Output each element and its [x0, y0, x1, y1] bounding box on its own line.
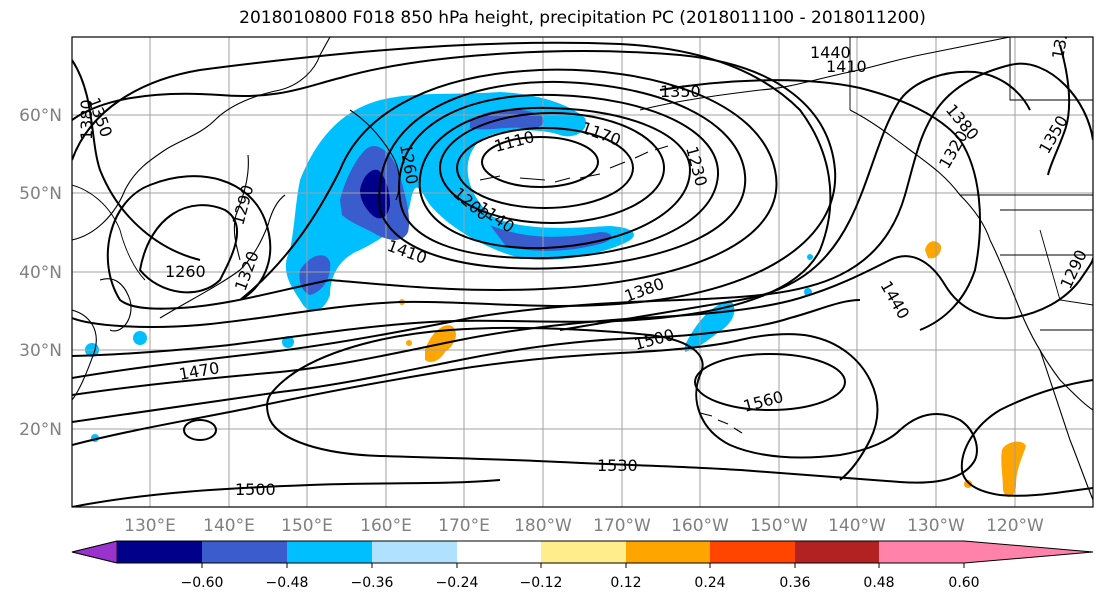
colorbar-segment — [71, 540, 118, 564]
coast-japan — [159, 194, 286, 319]
colorbar-segment — [372, 541, 457, 563]
lon-axis: 130°E 140°E 150°E 160°E 170°E 180°W 170°… — [124, 516, 1044, 536]
contour-1230 — [398, 93, 720, 260]
height-contours — [72, 41, 1093, 507]
precip-spot-3 — [282, 336, 294, 348]
contour-label: 1350 — [660, 82, 701, 101]
contour-1440 — [72, 255, 1093, 396]
lon-label: 160°W — [671, 516, 729, 536]
precip-pos-spot-3 — [964, 480, 972, 488]
coast-alaska — [639, 37, 1011, 111]
colorbar-tick-label: 0.60 — [948, 575, 979, 591]
precip-pos-region-3 — [1001, 441, 1026, 497]
colorbar-segment — [287, 541, 372, 563]
lat-label: 40°N — [19, 263, 62, 283]
contour-small-high — [183, 419, 217, 441]
contour-1320-ne — [1047, 44, 1071, 176]
colorbar-tick-label: −0.12 — [520, 575, 563, 591]
colorbar: −0.60 −0.48 −0.36 −0.24 −0.12 0.12 0.24 … — [71, 540, 1094, 591]
contour-label: 1440 — [810, 43, 851, 62]
contour-1140 — [456, 127, 634, 209]
contour-1470 — [72, 299, 861, 423]
colorbar-segment — [795, 541, 879, 563]
colorbar-ticks — [201, 563, 965, 568]
lon-label: 140°E — [203, 516, 255, 536]
colorbar-segment — [626, 541, 710, 563]
precip-region-dark — [360, 169, 390, 219]
lon-label: 140°W — [828, 516, 886, 536]
colorbar-segment — [457, 541, 541, 563]
colorbar-tick-label: −0.48 — [266, 575, 309, 591]
contour-label: 1380 — [77, 99, 96, 140]
contour-1410 — [72, 62, 1093, 379]
contour-1350 — [72, 41, 832, 357]
lon-label: 130°E — [124, 516, 176, 536]
lon-label: 180°W — [514, 516, 572, 536]
precip-pos-region-2 — [925, 241, 942, 259]
lat-label: 30°N — [19, 341, 62, 361]
colorbar-tick-label: 0.36 — [779, 575, 810, 591]
colorbar-tick-label: −0.24 — [436, 575, 479, 591]
contour-label: 1530 — [597, 456, 638, 475]
precip-pos-spot-2 — [406, 340, 412, 346]
contour-1200 — [418, 106, 692, 250]
contour-1560 — [694, 353, 846, 411]
contour-label: 1320 — [1048, 17, 1074, 60]
lat-axis: 20°N 30°N 40°N 50°N 60°N — [19, 106, 62, 440]
lon-label: 160°E — [360, 516, 412, 536]
contour-1350-north — [659, 79, 981, 331]
coast-east-asia — [72, 37, 331, 241]
contour-1380 — [72, 59, 1031, 331]
colorbar-tick-label: −0.36 — [351, 575, 394, 591]
lon-label: 150°E — [281, 516, 333, 536]
precip-region-east — [685, 300, 735, 352]
lon-label: 170°E — [438, 516, 490, 536]
colorbar-segment — [117, 541, 202, 563]
colorbar-segment — [202, 541, 287, 563]
coast-bc — [849, 109, 991, 241]
precip-spot-6 — [807, 254, 813, 260]
colorbar-tick-label: −0.60 — [181, 575, 224, 591]
lat-label: 50°N — [19, 184, 62, 204]
colorbar-segment — [710, 541, 795, 563]
contour-label: 1260 — [165, 262, 206, 281]
map-title: 2018010800 F018 850 hPa height, precipit… — [239, 8, 926, 28]
colorbar-border — [71, 540, 1094, 564]
lon-label: 170°W — [593, 516, 651, 536]
coast-china — [72, 309, 97, 401]
contour-label: 1410 — [826, 57, 867, 76]
colorbar-segment — [541, 541, 626, 563]
contour-1500-east — [960, 379, 1093, 497]
coast-mexico — [1039, 349, 1093, 501]
contour-1260b — [378, 80, 747, 270]
lat-label: 20°N — [19, 420, 62, 440]
colorbar-tick-label: 0.48 — [863, 575, 894, 591]
contour-label: 1500 — [235, 480, 276, 499]
lon-label: 150°W — [750, 516, 808, 536]
contour-1290 — [106, 68, 778, 310]
contour-1260 — [138, 204, 238, 294]
contour-1170 — [439, 112, 665, 224]
coastlines — [72, 37, 1093, 501]
precip-spot-2 — [133, 331, 147, 345]
colorbar-tick-label: 0.12 — [610, 575, 641, 591]
lon-label: 130°W — [907, 516, 965, 536]
lon-label: 120°W — [986, 516, 1044, 536]
contour-1110 — [481, 136, 599, 188]
coast-aleutians — [479, 145, 669, 183]
coast-hawaii — [699, 412, 743, 434]
colorbar-segment — [879, 541, 1093, 563]
contour-1500 — [72, 333, 879, 507]
contour-1530 — [266, 326, 978, 484]
coast-usa-west — [989, 239, 1093, 411]
plot-frame — [71, 36, 1094, 508]
lat-label: 60°N — [19, 106, 62, 126]
coast-sakhalin — [233, 154, 249, 261]
colorbar-tick-label: 0.24 — [694, 575, 725, 591]
contour-1320 — [72, 50, 837, 328]
